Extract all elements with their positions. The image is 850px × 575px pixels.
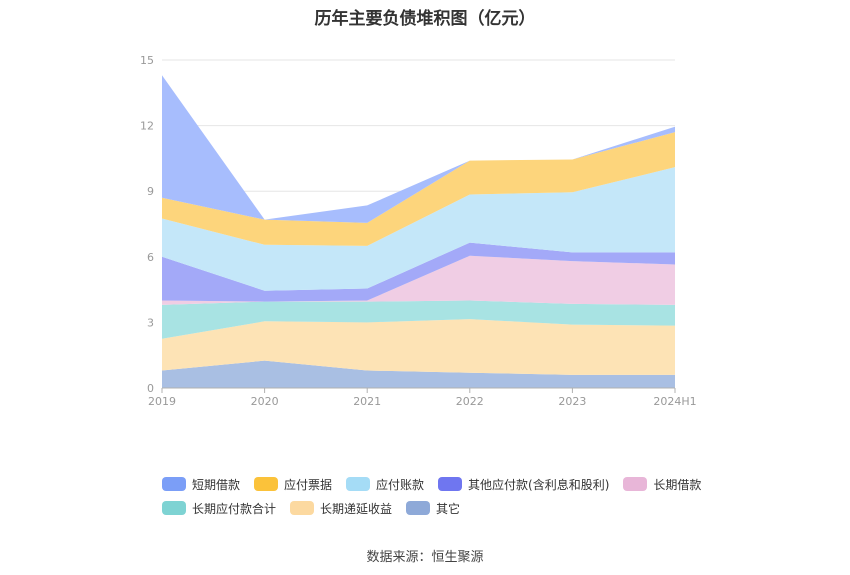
legend-swatch: [406, 501, 431, 515]
source-note: 数据来源：恒生聚源: [366, 550, 484, 565]
legend-item[interactable]: 其他应付款(含利息和股利): [438, 476, 609, 493]
area-series-group: [162, 75, 675, 388]
axes: 0 3 6 9 12 15 2019 2020 2021 2022 2023 2024H1: [140, 54, 697, 408]
legend-row: 长期应付款合计 长期递延收益 其它: [162, 496, 722, 520]
legend-item[interactable]: 长期递延收益: [290, 500, 392, 517]
y-tick-label: 3: [147, 316, 154, 329]
area-series-5: [162, 167, 675, 291]
legend: 短期借款 应付票据 应付账款 其他应付款(含利息和股利) 长期借款 长期应付款合计 长期递…: [162, 472, 722, 520]
area-series-3: [162, 255, 675, 305]
legend-swatch: [162, 477, 186, 491]
y-tick-label: 0: [147, 382, 154, 395]
legend-item[interactable]: 长期应付款合计: [162, 500, 276, 517]
x-tick-label: 2023: [558, 395, 586, 408]
legend-item[interactable]: 其它: [406, 500, 460, 517]
legend-label: 长期递延收益: [320, 501, 393, 516]
chart-title: 历年主要负债堆积图（亿元）: [314, 9, 536, 29]
legend-item[interactable]: 短期借款: [162, 476, 240, 493]
legend-label: 长期应付款合计: [192, 501, 277, 516]
legend-label: 其它: [436, 501, 461, 516]
legend-row: 短期借款 应付票据 应付账款 其他应付款(含利息和股利) 长期借款: [162, 472, 722, 496]
legend-label: 应付账款: [376, 477, 425, 492]
legend-item[interactable]: 应付账款: [346, 476, 424, 493]
x-tick-label: 2022: [456, 395, 484, 408]
legend-label: 短期借款: [192, 477, 241, 492]
x-tick-label: 2024H1: [653, 395, 696, 408]
area-series-1: [162, 319, 675, 375]
legend-swatch: [438, 477, 463, 491]
y-tick-label: 9: [147, 185, 154, 198]
area-series-0: [162, 360, 675, 388]
legend-label: 其他应付款(含利息和股利): [468, 477, 610, 492]
x-tick-label: 2021: [353, 395, 381, 408]
x-tick-label: 2019: [148, 395, 176, 408]
legend-swatch: [623, 477, 648, 491]
legend-item[interactable]: 应付票据: [254, 476, 332, 493]
y-tick-label: 6: [147, 251, 154, 264]
x-tick-label: 2020: [251, 395, 279, 408]
legend-swatch: [254, 477, 279, 491]
area-series-2: [162, 300, 675, 339]
legend-swatch: [162, 501, 186, 515]
area-series-4: [162, 242, 675, 302]
y-tick-label: 12: [140, 120, 154, 133]
legend-label: 长期借款: [653, 477, 702, 492]
area-series-7: [162, 75, 675, 223]
legend-swatch: [346, 477, 371, 491]
y-tick-label: 15: [140, 54, 154, 67]
legend-swatch: [290, 501, 315, 515]
legend-item[interactable]: 长期借款: [623, 476, 701, 493]
legend-label: 应付票据: [284, 477, 333, 492]
area-series-6: [162, 132, 675, 246]
